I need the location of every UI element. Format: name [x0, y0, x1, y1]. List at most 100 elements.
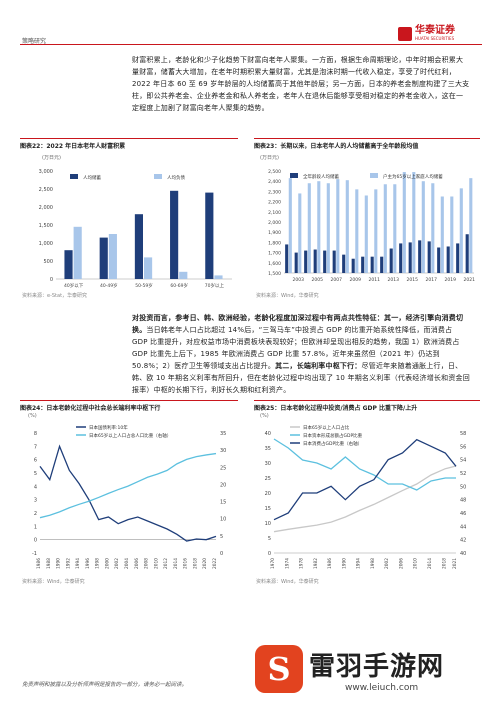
bar [351, 258, 355, 273]
bar [342, 254, 346, 273]
y-tick-label: 1,700 [268, 251, 281, 257]
bar [383, 184, 387, 273]
x-tick-label: 2006 [398, 558, 404, 569]
section-label: 策略研究 [22, 38, 47, 45]
x-tick-label: 2003 [293, 277, 305, 283]
bar [214, 275, 223, 279]
x-tick-label: 2015 [407, 277, 419, 283]
legend-label: 日本消费占GDP比重（右轴） [303, 440, 362, 447]
x-tick-label: 1996 [85, 558, 91, 569]
bar [370, 256, 374, 273]
bar [446, 246, 450, 273]
watermark-url: www.leiuch.com [345, 682, 419, 693]
y-tick-label: 2,400 [268, 179, 281, 185]
bar [456, 243, 460, 273]
watermark-name: 雷羽手游网 [309, 651, 445, 682]
bar [298, 193, 302, 273]
y2-tick-label: 0 [220, 551, 223, 557]
y2-tick-label: 40 [460, 551, 466, 557]
y-tick-label: 2,000 [39, 205, 53, 211]
bar [144, 257, 153, 279]
y-tick-label: 0 [50, 277, 53, 283]
y2-tick-label: 20 [220, 482, 226, 488]
y-tick-label: 5 [268, 536, 271, 542]
x-tick-label: 2022 [212, 558, 218, 569]
x-tick-label: 2018 [192, 558, 198, 569]
paragraph-investment-body-2: 尽管近年来随着通胀上行，日、韩、欧 10 年期名义利率有所回升，但在老龄化过程中… [132, 362, 470, 394]
bar [326, 183, 330, 273]
y2-tick-label: 15 [220, 500, 226, 506]
y-tick-label: -1 [32, 551, 37, 557]
legend-label: 日本国债利率:10年 [89, 424, 128, 431]
watermark: S 雷羽手游网 www.leiuch.com [255, 640, 495, 698]
legend-label: 人均负债 [167, 174, 185, 181]
chart-22: 0 500 1,000 1,500 2,000 2,500 3,000 40岁以下 40-49岁… [39, 169, 232, 289]
bar [336, 179, 340, 273]
bar [450, 196, 454, 273]
bar [332, 250, 336, 273]
series-line-investment-share [273, 438, 456, 491]
x-tick-label: 2013 [388, 277, 400, 283]
x-tick-label: 1988 [46, 558, 52, 569]
x-tick-label: 2010 [153, 558, 159, 569]
y2-tick-label: 50 [460, 484, 466, 490]
legend-label: 日本65岁以上人口占比 [303, 424, 350, 431]
bar [374, 189, 378, 273]
bar [170, 190, 179, 279]
watermark-logo-icon: S [255, 645, 303, 693]
y2-tick-label: 54 [460, 458, 466, 464]
figure-23-caption: 图表23：长期以来，日本老年人的人均储蓄高于全年龄段均值 [254, 143, 419, 150]
chart-23: 1,500 1,600 1,700 1,800 1,900 2,000 2,100 2,200… [268, 169, 475, 283]
bar [393, 184, 397, 273]
bar [427, 241, 431, 273]
figure-25-source: 资料来源：Wind，华泰研究 [256, 579, 319, 585]
bar [99, 237, 108, 279]
x-tick-label: 2020 [202, 558, 208, 569]
y-tick-label: 6 [34, 458, 37, 464]
legend-swatch [70, 174, 78, 179]
bar [465, 234, 469, 273]
y-tick-label: 0 [268, 551, 271, 557]
bar [440, 196, 444, 273]
y-tick-label: 3,000 [39, 169, 53, 175]
x-tick-label: 2019 [445, 277, 457, 283]
x-tick-label: 1982 [313, 558, 319, 569]
bar [355, 189, 359, 273]
y-tick-label: 4 [34, 484, 37, 490]
bar [313, 249, 317, 273]
y2-tick-label: 46 [460, 511, 466, 517]
x-tick-label: 40-49岁 [100, 282, 118, 289]
series-line-elderly-share [273, 465, 457, 533]
x-tick-label: 1998 [95, 558, 101, 569]
y-tick-label: 2,500 [268, 169, 281, 175]
x-tick-label: 2014 [173, 558, 179, 569]
y-tick-label: 2,300 [268, 189, 281, 195]
figure-24-unit: (%) [28, 413, 37, 419]
bar [389, 248, 393, 273]
x-tick-label: 1998 [370, 558, 376, 569]
paragraph-wealth-text: 财富积累上，老龄化和少子化趋势下财富向老年人聚集。一方面，根据生命周期理论，中年… [132, 56, 470, 112]
bar [402, 172, 406, 273]
series-line-bond-yield [39, 444, 217, 542]
x-tick-label: 2006 [134, 558, 140, 569]
x-tick-label: 1978 [299, 558, 305, 569]
figure-23-unit: (万日元) [260, 155, 279, 161]
y-tick-label: 1,900 [268, 230, 281, 236]
x-tick-label: 2012 [163, 558, 169, 569]
x-tick-label: 2018 [441, 558, 447, 569]
legend-label: 户主为65岁以上家庭人均储蓄 [383, 173, 443, 180]
y-tick-label: 1 [34, 524, 37, 530]
figure-22-unit: (万日元) [42, 155, 61, 161]
bar [323, 250, 327, 273]
bar [345, 180, 349, 273]
y2-tick-label: 48 [460, 498, 466, 504]
x-tick-label: 2017 [426, 277, 438, 283]
legend-label: 日本资本形成总额占GDP比重 [303, 432, 363, 439]
bar [421, 181, 425, 273]
x-tick-label: 2002 [384, 558, 390, 569]
x-tick-label: 2008 [144, 558, 150, 569]
bar [412, 172, 416, 273]
x-tick-label: 2021 [452, 558, 458, 569]
series-line-consumption-share [273, 438, 457, 521]
